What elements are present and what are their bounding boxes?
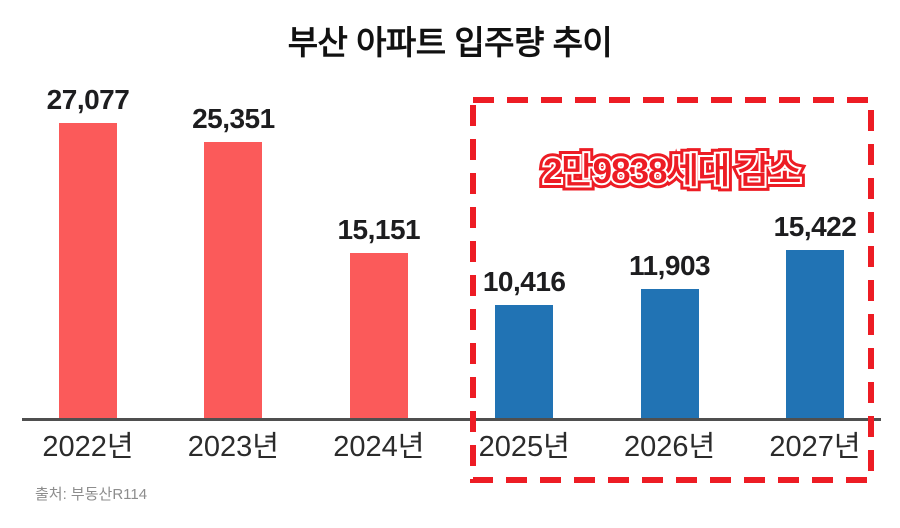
bar-value-label: 15,422 [773,211,857,242]
bar-2027년 [786,250,844,419]
source-caption: 출처: 부동산R114 [35,486,148,503]
x-axis-label: 2027년 [769,431,861,463]
x-axis-line [22,418,881,421]
bar-2023년 [204,142,263,419]
bar-2024년 [349,253,408,419]
decrease-annotation: 2만9838세대 감소 2만9838세대 감소 2만9838세대 감소 [473,143,870,196]
bar-value-label: 15,151 [337,214,421,245]
annotation-red-outline: 2만9838세대 감소 [538,147,806,196]
bar-2022년 [59,123,117,419]
highlight-dashed-box [470,97,874,483]
x-axis-label: 2022년 [42,431,134,463]
x-axis-label: 2023년 [187,431,279,463]
x-axis-label: 2025년 [478,431,570,463]
bar-2026년 [640,289,699,419]
bar-value-label: 10,416 [482,266,566,297]
x-axis-label: 2024년 [333,431,425,463]
dashed-box-rect [470,97,874,483]
bar-value-label: 27,077 [46,84,130,115]
bar-value-label: 25,351 [192,103,275,134]
bar-value-label: 11,903 [629,250,711,281]
chart-title: 부산 아파트 입주량 추이 [287,24,613,61]
bar-2025년 [495,305,554,419]
x-axis-label: 2026년 [623,431,716,463]
annotation-text: 2만9838세대 감소 [542,152,801,191]
annotation-white-stroke: 2만9838세대 감소 [541,150,803,193]
